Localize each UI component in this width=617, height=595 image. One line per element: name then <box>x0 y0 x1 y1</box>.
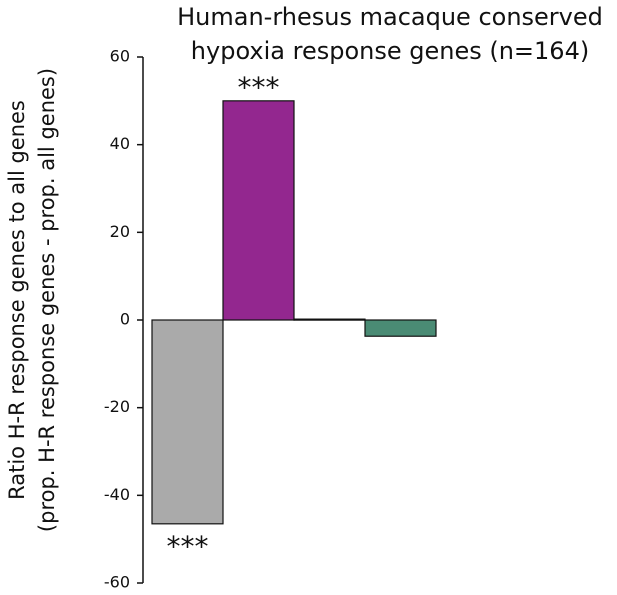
y-tick-label: 0 <box>120 310 130 329</box>
bar <box>364 319 437 337</box>
y-tick-label: 60 <box>110 47 130 66</box>
bar <box>151 319 224 525</box>
y-tick-label: -20 <box>104 397 130 416</box>
annotation: *** <box>238 71 280 104</box>
y-axis-label: Ratio H-R response genes to all genes <box>5 100 29 500</box>
bar <box>222 100 295 321</box>
y-axis-label: (prop. H-R response genes - prop. all ge… <box>35 68 59 532</box>
chart-title: hypoxia response genes (n=164) <box>191 37 589 65</box>
chart-title: Human-rhesus macaque conserved <box>177 3 603 31</box>
bar <box>293 318 366 321</box>
y-tick-label: -60 <box>104 573 130 592</box>
annotation: *** <box>167 530 209 563</box>
y-tick-label: -40 <box>104 485 130 504</box>
y-tick-label: 40 <box>110 134 130 153</box>
y-tick-label: 20 <box>110 222 130 241</box>
